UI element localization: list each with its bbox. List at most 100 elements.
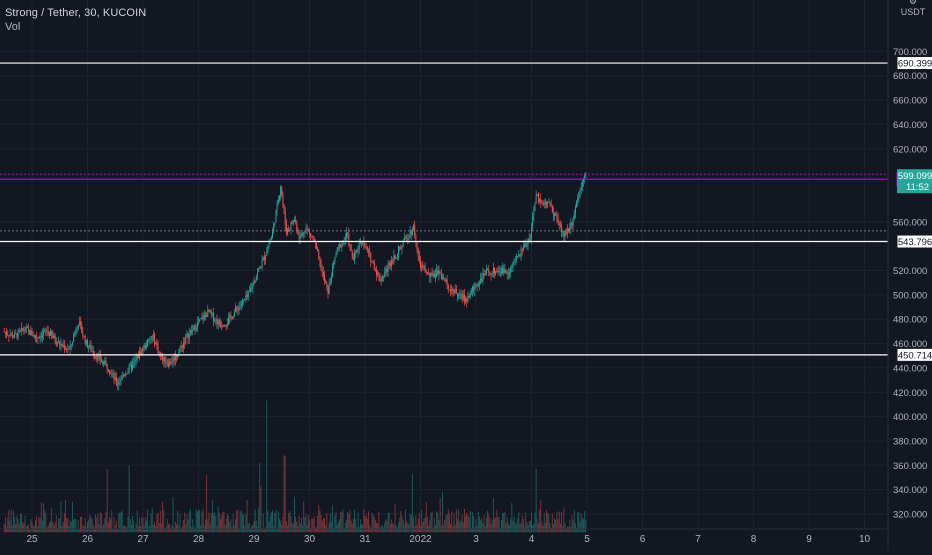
candle-body — [467, 295, 469, 302]
candle-body — [233, 312, 235, 317]
volume-bar — [67, 518, 69, 533]
volume-bar — [189, 509, 191, 533]
level-price-tag[interactable] — [896, 234, 932, 249]
volume-bar — [442, 491, 443, 533]
volume-bar — [503, 512, 505, 533]
candle-body — [198, 322, 199, 323]
volume-bar — [555, 519, 557, 533]
volume-bar — [439, 498, 441, 533]
candle-body — [500, 271, 502, 274]
volume-indicator-label[interactable]: Vol — [5, 21, 21, 33]
candle-body — [92, 350, 94, 354]
candle-body — [371, 261, 373, 263]
candle-body — [50, 331, 51, 336]
volume-bar — [37, 526, 39, 533]
candle-body — [447, 284, 449, 290]
volume-bar — [399, 517, 401, 533]
candle-body — [246, 295, 248, 298]
candle-body — [324, 275, 326, 281]
volume-bar — [350, 520, 352, 533]
candle-body — [304, 232, 306, 234]
volume-bar — [342, 509, 344, 533]
candle-body — [276, 202, 278, 211]
candle-body — [76, 328, 78, 331]
volume-bar — [578, 511, 580, 533]
candle-body — [103, 361, 105, 364]
volume-bar — [259, 462, 261, 533]
volume-bar — [518, 511, 520, 533]
volume-bar — [321, 520, 323, 533]
candle-body — [207, 309, 209, 317]
candle-body — [529, 239, 531, 241]
level-price-tag[interactable] — [896, 347, 932, 362]
volume-bar — [331, 521, 332, 533]
volume-bar — [258, 507, 260, 533]
symbol-title[interactable]: Strong / Tether, 30, KUCOIN — [5, 7, 147, 19]
volume-bar — [87, 522, 88, 533]
candle-body — [80, 321, 82, 325]
candle-body — [407, 239, 409, 241]
volume-bar — [198, 510, 199, 533]
candle-body — [422, 265, 424, 268]
price-tick-label: 460.000 — [893, 339, 927, 350]
volume-bar — [226, 513, 228, 533]
candle-body — [489, 271, 491, 274]
volume-bar — [265, 527, 267, 533]
candle-body — [432, 272, 434, 277]
candle-body — [89, 344, 91, 347]
level-price-label: 450.714 — [898, 350, 932, 361]
volume-bar — [276, 528, 278, 533]
candle-body — [559, 225, 561, 227]
candle-body — [178, 352, 180, 356]
volume-bar — [383, 527, 384, 533]
candle-body — [384, 272, 386, 277]
current-price-tag[interactable] — [897, 169, 932, 194]
volume-bar — [477, 511, 479, 533]
volume-bar — [154, 521, 156, 533]
volume-bar — [358, 527, 360, 533]
candle-body — [19, 330, 21, 332]
time-tick-label: 10 — [859, 534, 871, 545]
candle-body — [487, 269, 489, 271]
candle-body — [452, 289, 454, 292]
candle-body — [171, 361, 173, 364]
candle-body — [268, 243, 270, 247]
candle-body — [565, 232, 567, 235]
candle-body — [573, 213, 575, 219]
time-tick-label: 30 — [304, 534, 316, 545]
candle-body — [415, 235, 417, 243]
candle-body — [354, 252, 356, 260]
candle-body — [328, 283, 330, 294]
candle-body — [465, 298, 467, 302]
candle-body — [466, 298, 468, 302]
candle-body — [469, 293, 471, 298]
candle-body — [46, 331, 48, 333]
volume-bar — [334, 515, 336, 533]
candle-body — [370, 253, 372, 263]
volume-bar — [326, 513, 328, 533]
candle-body — [429, 272, 431, 277]
candle-body — [402, 241, 404, 246]
volume-bar — [448, 514, 450, 533]
candle-body — [313, 237, 315, 242]
candle-body — [374, 269, 376, 271]
candle-body — [513, 259, 515, 263]
candle-body — [420, 260, 421, 268]
volume-bar — [422, 522, 424, 533]
level-price-tag[interactable] — [896, 56, 932, 71]
candle-body — [418, 255, 420, 261]
candle-body — [180, 346, 182, 349]
candle-body — [378, 272, 380, 276]
candle-body — [457, 293, 458, 297]
candle-body — [445, 279, 447, 282]
volume-bar — [351, 523, 353, 533]
volume-bar — [147, 509, 149, 533]
candle-body — [329, 281, 331, 284]
candle-body — [476, 284, 478, 286]
candle-body — [428, 272, 430, 274]
price-axis-settings-icon[interactable]: ⚙ — [909, 0, 917, 6]
candle-body — [581, 181, 583, 187]
volume-bar — [517, 518, 519, 533]
candle-body — [91, 350, 93, 352]
